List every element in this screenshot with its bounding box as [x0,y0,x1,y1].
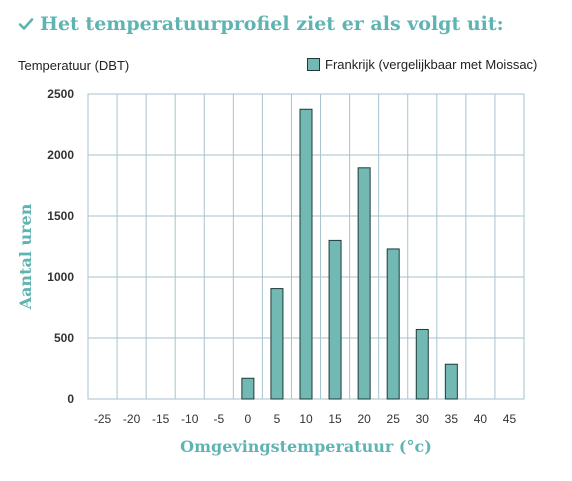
x-axis-title: Omgevingstemperatuur (°c) [180,437,432,456]
x-tick-label: -20 [123,412,141,426]
y-tick-label: 0 [67,392,74,406]
bar [270,288,284,400]
bar [241,377,255,400]
x-tick-label: 20 [357,412,371,426]
x-tick-label: 25 [387,412,401,426]
bar [415,328,429,400]
y-tick-label: 2000 [47,148,74,162]
x-tick-label: 5 [274,412,281,426]
check-icon [18,18,34,30]
y-tick-label: 2500 [47,87,74,101]
bar [386,248,400,400]
x-tick-label: -5 [213,412,224,426]
x-tick-label: 35 [445,412,459,426]
x-tick-label: 30 [416,412,430,426]
legend-swatch [307,58,320,71]
unit-label: Temperatuur (DBT) [18,58,130,73]
x-tick-label: 45 [503,412,517,426]
bar [328,239,342,400]
legend-label: Frankrijk (vergelijkbaar met Moissac) [325,57,538,72]
x-tick-label: 15 [328,412,342,426]
chart-heading: Het temperatuurprofiel ziet er als volgt… [18,10,504,38]
chart-legend: Frankrijk (vergelijkbaar met Moissac) [307,57,537,72]
y-axis-title: Aantal uren [16,203,35,310]
bar [444,363,458,400]
x-tick-label: 40 [474,412,488,426]
bar [357,167,371,400]
y-tick-label: 500 [54,331,74,345]
chart-title: Het temperatuurprofiel ziet er als volgt… [40,13,504,35]
x-tick-label: -15 [152,412,170,426]
y-tick-label: 1500 [47,209,74,223]
x-tick-label: -25 [94,412,112,426]
x-tick-label: 0 [245,412,252,426]
x-tick-label: 10 [299,412,313,426]
bar [299,108,313,400]
x-tick-label: -10 [181,412,199,426]
y-tick-label: 1000 [47,270,74,284]
